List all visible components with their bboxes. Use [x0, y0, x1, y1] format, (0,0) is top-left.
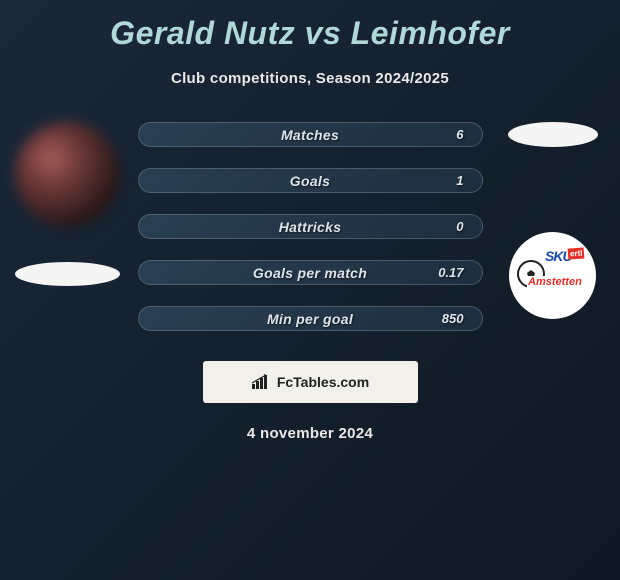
- player-left-club-placeholder: [15, 262, 120, 286]
- stat-row-gpm: Goals per match 0.17: [138, 260, 483, 285]
- stat-row-goals: Goals 1: [138, 168, 483, 193]
- stat-label: Matches: [281, 127, 339, 143]
- club-logo-text-ertl: ertl: [568, 247, 585, 259]
- page-title: Gerald Nutz vs Leimhofer: [110, 15, 510, 52]
- comparison-card: Gerald Nutz vs Leimhofer Club competitio…: [0, 0, 620, 452]
- footer-brand-box[interactable]: FcTables.com: [203, 361, 418, 403]
- stat-right-value: 0: [456, 219, 463, 234]
- club-logo-icon: SKU ertl Amstetten: [515, 238, 590, 313]
- stats-column: Matches 6 Goals 1 Hattricks 0 Goals per …: [138, 122, 483, 331]
- player-right-column: SKU ertl Amstetten: [498, 122, 608, 319]
- club-logo-text-amstetten: Amstetten: [527, 276, 583, 288]
- player-left-column: [13, 122, 123, 286]
- stat-right-value: 850: [442, 311, 464, 326]
- stat-label: Min per goal: [267, 311, 353, 327]
- player-right-club-logo: SKU ertl Amstetten: [509, 232, 596, 319]
- footer-date: 4 november 2024: [247, 425, 373, 442]
- stat-row-hattricks: Hattricks 0: [138, 214, 483, 239]
- stat-right-value: 0.17: [438, 265, 463, 280]
- bar-chart-icon: [251, 374, 271, 390]
- stat-row-matches: Matches 6: [138, 122, 483, 147]
- stat-right-value: 1: [456, 173, 463, 188]
- stat-row-mpg: Min per goal 850: [138, 306, 483, 331]
- stat-right-value: 6: [456, 127, 463, 142]
- page-subtitle: Club competitions, Season 2024/2025: [171, 70, 449, 87]
- stat-label: Hattricks: [279, 219, 342, 235]
- stat-label: Goals per match: [253, 265, 367, 281]
- player-right-avatar-placeholder: [508, 122, 598, 147]
- player-left-avatar: [15, 122, 120, 227]
- stat-label: Goals: [290, 173, 330, 189]
- content-row: Matches 6 Goals 1 Hattricks 0 Goals per …: [0, 122, 620, 331]
- footer-brand-text: FcTables.com: [277, 374, 369, 390]
